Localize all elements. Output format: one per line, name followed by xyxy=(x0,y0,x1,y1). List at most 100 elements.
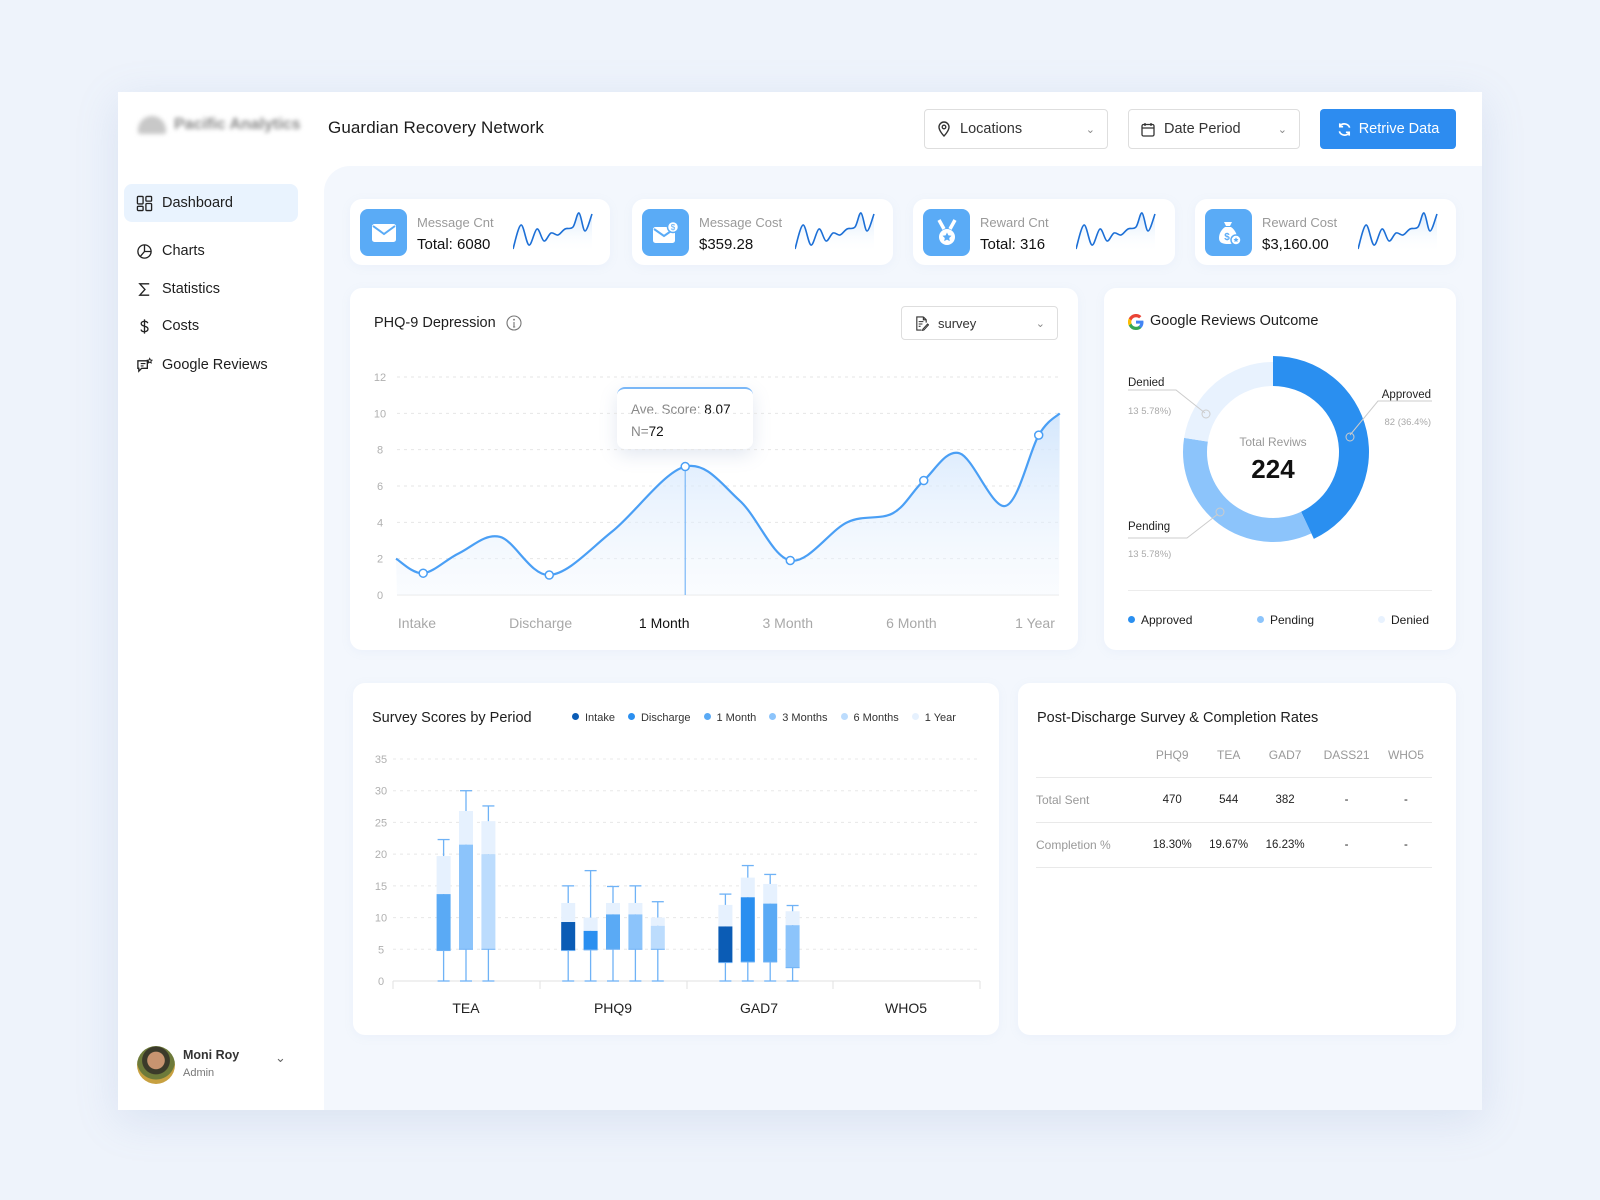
legend-dot xyxy=(703,713,711,720)
sparkline xyxy=(1358,212,1438,253)
legend-item: 1 Month xyxy=(703,712,756,724)
chevron-down-icon: ⌄ xyxy=(1277,123,1287,136)
legend-label: 1 Year xyxy=(924,712,956,724)
svg-text:$: $ xyxy=(1224,232,1230,243)
completion-rates-card: Post-Discharge Survey & Completion Rates… xyxy=(1018,683,1456,1035)
sidebar-item-charts[interactable]: Charts xyxy=(124,232,298,270)
chart-tooltip: Ave. Score: 8.07 N=72 xyxy=(617,387,753,449)
kpi-value: $359.28 xyxy=(699,236,754,253)
table-cell: 18.30% xyxy=(1144,822,1201,868)
kpi-label: Message Cost xyxy=(699,215,783,230)
row-label: Completion % xyxy=(1036,822,1144,868)
dashboard-icon xyxy=(136,195,153,211)
completion-rates-table: PHQ9 TEA GAD7 DASS21 WHO5 Total Sent 470… xyxy=(1036,733,1432,868)
chevron-down-icon: ⌄ xyxy=(1085,123,1095,136)
table-row: Total Sent 470 544 382 - - xyxy=(1036,777,1432,823)
kpi-card-reward-cost: $ Reward Cost $3,160.00 xyxy=(1195,199,1456,265)
sidebar-item-label: Statistics xyxy=(162,281,221,297)
survey-document-icon xyxy=(916,315,929,331)
table-header-row: PHQ9 TEA GAD7 DASS21 WHO5 xyxy=(1036,733,1432,778)
sidebar-item-google-reviews[interactable]: Google Reviews xyxy=(124,346,298,384)
sparkline xyxy=(795,212,875,253)
info-icon[interactable] xyxy=(506,315,522,331)
date-period-dropdown[interactable]: Date Period ⌄ xyxy=(1128,109,1300,149)
user-avatar[interactable] xyxy=(137,1046,175,1084)
kpi-card-reward-count: Reward Cnt Total: 316 xyxy=(913,199,1175,265)
legend-dot xyxy=(1128,616,1135,623)
logo-text: Pacific Analytics xyxy=(174,116,301,133)
date-period-label: Date Period xyxy=(1164,121,1241,137)
review-icon xyxy=(137,356,153,373)
kpi-card-message-count: Message Cnt Total: 6080 xyxy=(350,199,610,265)
sidebar-item-label: Charts xyxy=(162,243,205,259)
chevron-down-icon: ⌄ xyxy=(1035,317,1045,330)
column-header: TEA xyxy=(1200,733,1257,778)
medal-icon xyxy=(923,209,970,256)
sidebar-item-label: Google Reviews xyxy=(162,357,268,373)
kpi-value: Total: 6080 xyxy=(417,236,491,253)
legend-item: Discharge xyxy=(627,712,691,724)
sidebar-item-dashboard[interactable]: Dashboard xyxy=(124,184,298,222)
table-cell: 382 xyxy=(1256,777,1314,823)
table-cell: - xyxy=(1379,777,1432,823)
locations-label: Locations xyxy=(960,121,1023,137)
sparkline-line xyxy=(1076,212,1156,250)
sparkline xyxy=(513,212,593,253)
sparkline-line xyxy=(1358,212,1438,250)
legend-label: Intake xyxy=(585,712,615,724)
legend-dot xyxy=(627,713,635,720)
sidebar-item-costs[interactable]: Costs xyxy=(124,307,298,345)
legend-dot xyxy=(1378,616,1385,623)
table-cell: 19.67% xyxy=(1200,822,1257,868)
user-menu-chevron-icon[interactable]: ⌄ xyxy=(275,1050,286,1065)
tooltip-n-value: 72 xyxy=(648,424,664,439)
column-header: PHQ9 xyxy=(1144,733,1201,778)
retrieve-data-button[interactable]: Retrive Data xyxy=(1320,109,1456,149)
calendar-icon xyxy=(1141,122,1155,137)
table-cell: 470 xyxy=(1144,777,1201,823)
legend-item: Intake xyxy=(572,712,615,724)
table-cell: - xyxy=(1313,777,1380,823)
legend-item: 3 Months xyxy=(769,712,828,724)
sidebar-item-statistics[interactable]: Statistics xyxy=(124,270,298,308)
sparkline-line xyxy=(513,212,593,250)
locations-dropdown[interactable]: Locations ⌄ xyxy=(924,109,1108,149)
tooltip-score-label: Ave. Score: xyxy=(631,402,705,417)
mail-dollar-icon: $ xyxy=(642,209,689,256)
legend-item-pending: Pending xyxy=(1257,613,1314,627)
legend-label: Approved xyxy=(1141,613,1193,627)
mail-icon xyxy=(360,209,407,256)
sparkline-line xyxy=(795,212,875,250)
legend-dot xyxy=(911,713,919,720)
kpi-label: Reward Cost xyxy=(1262,215,1338,230)
survey-scores-card: Survey Scores by Period Intake Discharge 1… xyxy=(353,683,999,1035)
retrieve-data-label: Retrive Data xyxy=(1358,121,1440,137)
google-icon xyxy=(1128,314,1144,330)
kpi-value: Total: 316 xyxy=(980,236,1046,253)
phq9-chart-card: PHQ-9 Depression survey ⌄ Ave. Score: 8.… xyxy=(350,288,1078,650)
user-name: Moni Roy xyxy=(183,1048,240,1062)
pie-chart-icon xyxy=(137,243,152,259)
kpi-label: Reward Cnt xyxy=(980,215,1049,230)
google-reviews-card: Google Reviews Outcome Approved Pending … xyxy=(1104,288,1456,650)
legend-label: 3 Months xyxy=(782,712,828,724)
column-header: DASS21 xyxy=(1313,733,1380,778)
legend-dot xyxy=(840,713,848,720)
location-pin-icon xyxy=(938,121,950,137)
card-title: Survey Scores by Period xyxy=(372,710,532,726)
tooltip-score-value: 8.07 xyxy=(704,402,731,417)
money-bag-icon: $ xyxy=(1205,209,1252,256)
card-title: PHQ-9 Depression xyxy=(374,315,496,331)
legend-item-denied: Denied xyxy=(1378,613,1429,627)
table-cell: - xyxy=(1379,822,1432,868)
brand-logo: Pacific Analytics xyxy=(138,116,301,134)
kpi-label: Message Cnt xyxy=(417,215,494,230)
logo-mark-icon xyxy=(138,116,166,134)
legend-label: Denied xyxy=(1391,613,1430,627)
legend-dot xyxy=(769,713,777,720)
legend-dot xyxy=(1257,616,1264,623)
table-cell: 16.23% xyxy=(1256,822,1314,868)
survey-type-dropdown[interactable]: survey ⌄ xyxy=(901,306,1058,340)
user-role: Admin xyxy=(183,1067,215,1079)
column-header: WHO5 xyxy=(1379,733,1432,778)
